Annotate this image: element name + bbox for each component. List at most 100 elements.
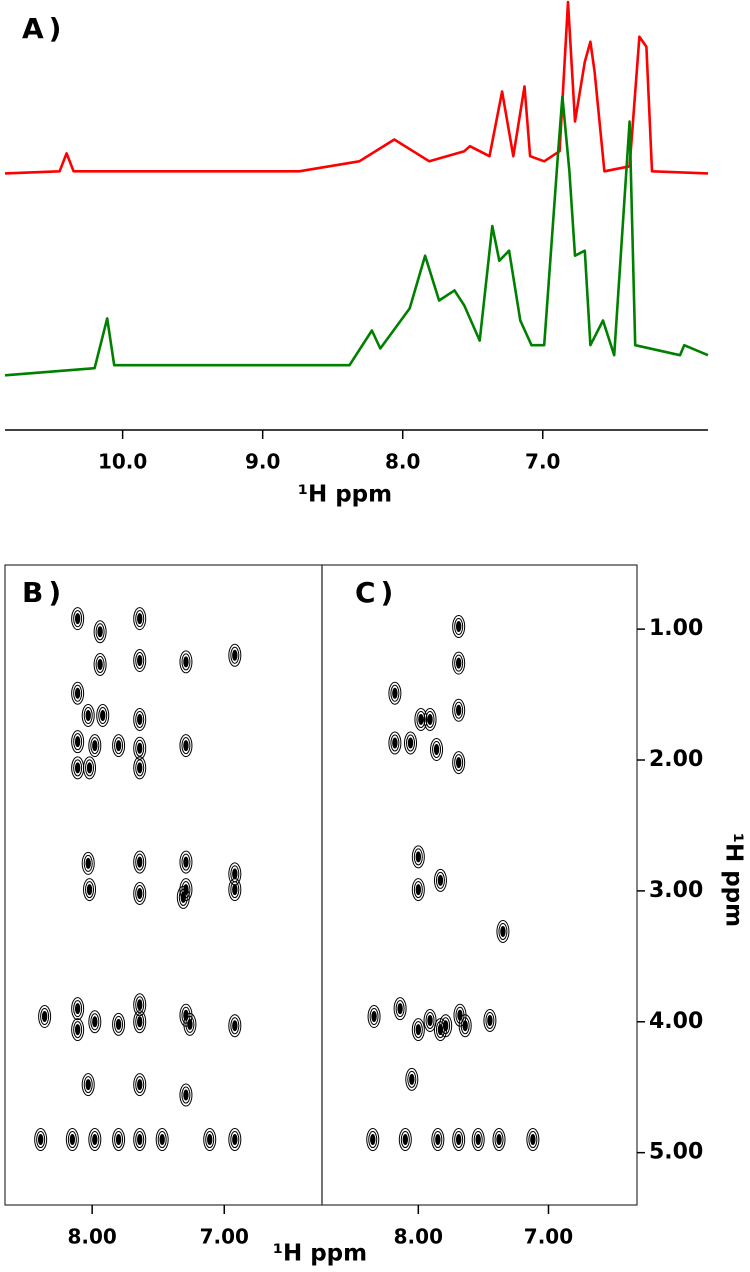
y-tick-label: 5.00 (649, 1140, 703, 1165)
cross-peak (133, 736, 147, 760)
cross-peak (133, 850, 147, 874)
contour (400, 1131, 410, 1149)
contour (133, 1010, 147, 1034)
contour (411, 878, 425, 902)
spectrum-trace (4, 0, 709, 175)
contour (526, 1128, 540, 1152)
contour (83, 854, 93, 872)
cross-peak (366, 1128, 380, 1152)
y-axis-label: ¹H ppm (721, 833, 747, 927)
cross-peak (228, 1014, 242, 1038)
cross-peak (133, 607, 147, 631)
cross-peak (398, 1128, 412, 1152)
contour (83, 756, 97, 780)
contour (83, 1076, 93, 1094)
contour (232, 884, 238, 896)
contour (369, 1008, 379, 1026)
cross-peak (228, 643, 242, 667)
contour (423, 707, 437, 731)
cross-peak (93, 652, 107, 676)
cross-peak (393, 997, 407, 1021)
contour (207, 1134, 213, 1146)
contour (413, 881, 423, 899)
cross-peak (38, 1005, 52, 1029)
contour (458, 1014, 472, 1038)
cross-peak (179, 734, 193, 758)
panel-frame (4, 564, 323, 1206)
contour (433, 744, 440, 756)
contour (437, 1024, 444, 1036)
contour (498, 922, 508, 940)
cross-peak (183, 1012, 197, 1036)
panel-frame (321, 564, 638, 1206)
contour (205, 1131, 215, 1149)
cross-peak (96, 704, 110, 728)
contour (230, 1017, 240, 1035)
contour (85, 857, 91, 869)
contour (388, 681, 402, 705)
contour (92, 740, 98, 752)
contour (137, 713, 143, 725)
contour (114, 1015, 124, 1033)
contour (135, 885, 145, 903)
contour (135, 1076, 145, 1094)
contour (452, 1128, 466, 1152)
contour (135, 739, 145, 757)
contour (137, 742, 143, 754)
contour (183, 656, 189, 668)
contour (93, 620, 107, 644)
contour (411, 845, 425, 869)
contour (203, 1128, 217, 1152)
cross-peak (411, 878, 425, 902)
contour (137, 888, 143, 900)
cross-peak (423, 1008, 437, 1032)
contour (74, 687, 81, 699)
contour (74, 1024, 81, 1036)
cross-peak (179, 650, 193, 674)
contour (67, 1131, 77, 1149)
contour (397, 1003, 403, 1015)
contour (427, 1014, 433, 1026)
cross-peak (388, 681, 402, 705)
contour (135, 996, 145, 1014)
contour (392, 737, 398, 749)
panel-label: B) (22, 576, 66, 609)
contour (393, 997, 407, 1021)
contour (388, 731, 402, 755)
contour (93, 652, 107, 676)
panel-label: A) (22, 12, 66, 45)
contour (83, 707, 93, 725)
contour (96, 704, 110, 728)
contour (496, 919, 510, 943)
contour (492, 1128, 506, 1152)
contour (159, 1134, 165, 1146)
x-tick-label: 8.00 (394, 1225, 443, 1249)
contour (455, 657, 462, 669)
contour (452, 615, 466, 639)
contour (137, 655, 143, 667)
contour (423, 1008, 437, 1032)
contour (137, 999, 143, 1011)
contour (133, 993, 147, 1017)
contour (183, 740, 189, 752)
x-tick-label: 8.0 (385, 450, 420, 474)
cross-peak (71, 730, 85, 754)
contour (367, 1005, 381, 1029)
cross-peak (423, 707, 437, 731)
cross-peak (34, 1128, 48, 1152)
y-tick-label: 2.00 (649, 747, 703, 772)
contour (179, 878, 193, 902)
contour (135, 853, 145, 871)
contour (86, 884, 93, 896)
contour (180, 891, 187, 903)
contour (366, 1128, 380, 1152)
contour (133, 649, 147, 673)
contour (402, 1134, 409, 1146)
contour (454, 1131, 464, 1149)
x-axis-label: ¹H ppm (298, 482, 392, 508)
contour (133, 882, 147, 906)
contour (115, 1134, 122, 1146)
contour (179, 734, 193, 758)
cross-peak (88, 1128, 102, 1152)
